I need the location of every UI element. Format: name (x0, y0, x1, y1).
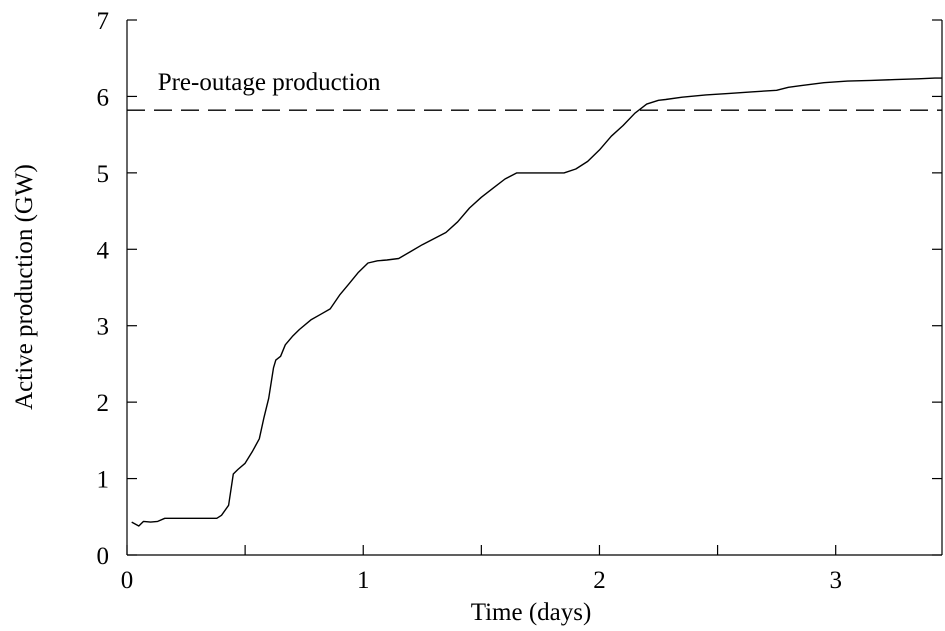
x-tick-label: 0 (121, 567, 134, 594)
y-tick-label: 1 (97, 467, 110, 494)
y-tick-label: 4 (97, 237, 110, 264)
y-tick-label: 3 (97, 314, 110, 341)
y-tick-labels: 0 1 2 3 4 5 6 7 (97, 8, 110, 570)
x-tick-label: 1 (357, 567, 370, 594)
x-tick-label: 2 (593, 567, 606, 594)
reference-line-label: Pre-outage production (158, 69, 381, 96)
x-tick-labels: 0 1 2 3 (121, 567, 842, 594)
x-tick-marks (126, 545, 837, 555)
y-tick-label: 2 (97, 390, 110, 417)
x-axis-title: Time (days) (471, 599, 592, 626)
y-tick-label: 0 (97, 543, 110, 570)
y-tick-label: 6 (97, 84, 110, 111)
y-tick-label: 5 (97, 161, 110, 188)
x-tick-label: 3 (829, 567, 842, 594)
y-tick-marks (127, 19, 942, 556)
series-line-active-production (131, 77, 942, 527)
y-tick-label: 7 (97, 8, 110, 35)
y-axis-title: Active production (GW) (11, 164, 38, 410)
